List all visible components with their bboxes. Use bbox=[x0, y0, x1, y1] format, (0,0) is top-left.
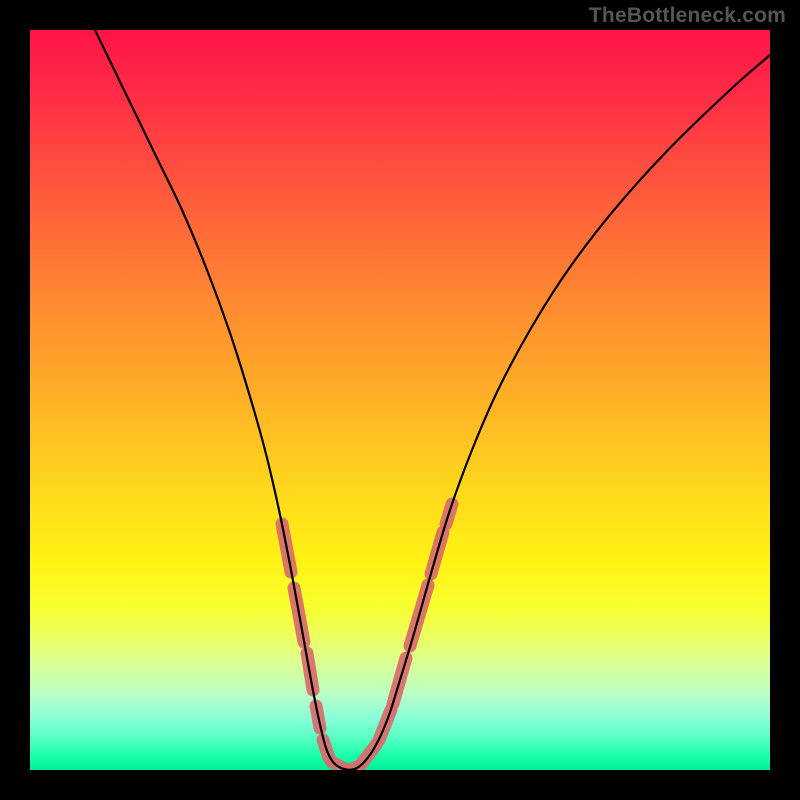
marker-segments bbox=[282, 504, 452, 770]
plot-area bbox=[30, 30, 770, 770]
curve-right-branch bbox=[349, 55, 770, 770]
watermark-text: TheBottleneck.com bbox=[589, 4, 786, 28]
chart-svg bbox=[30, 30, 770, 770]
